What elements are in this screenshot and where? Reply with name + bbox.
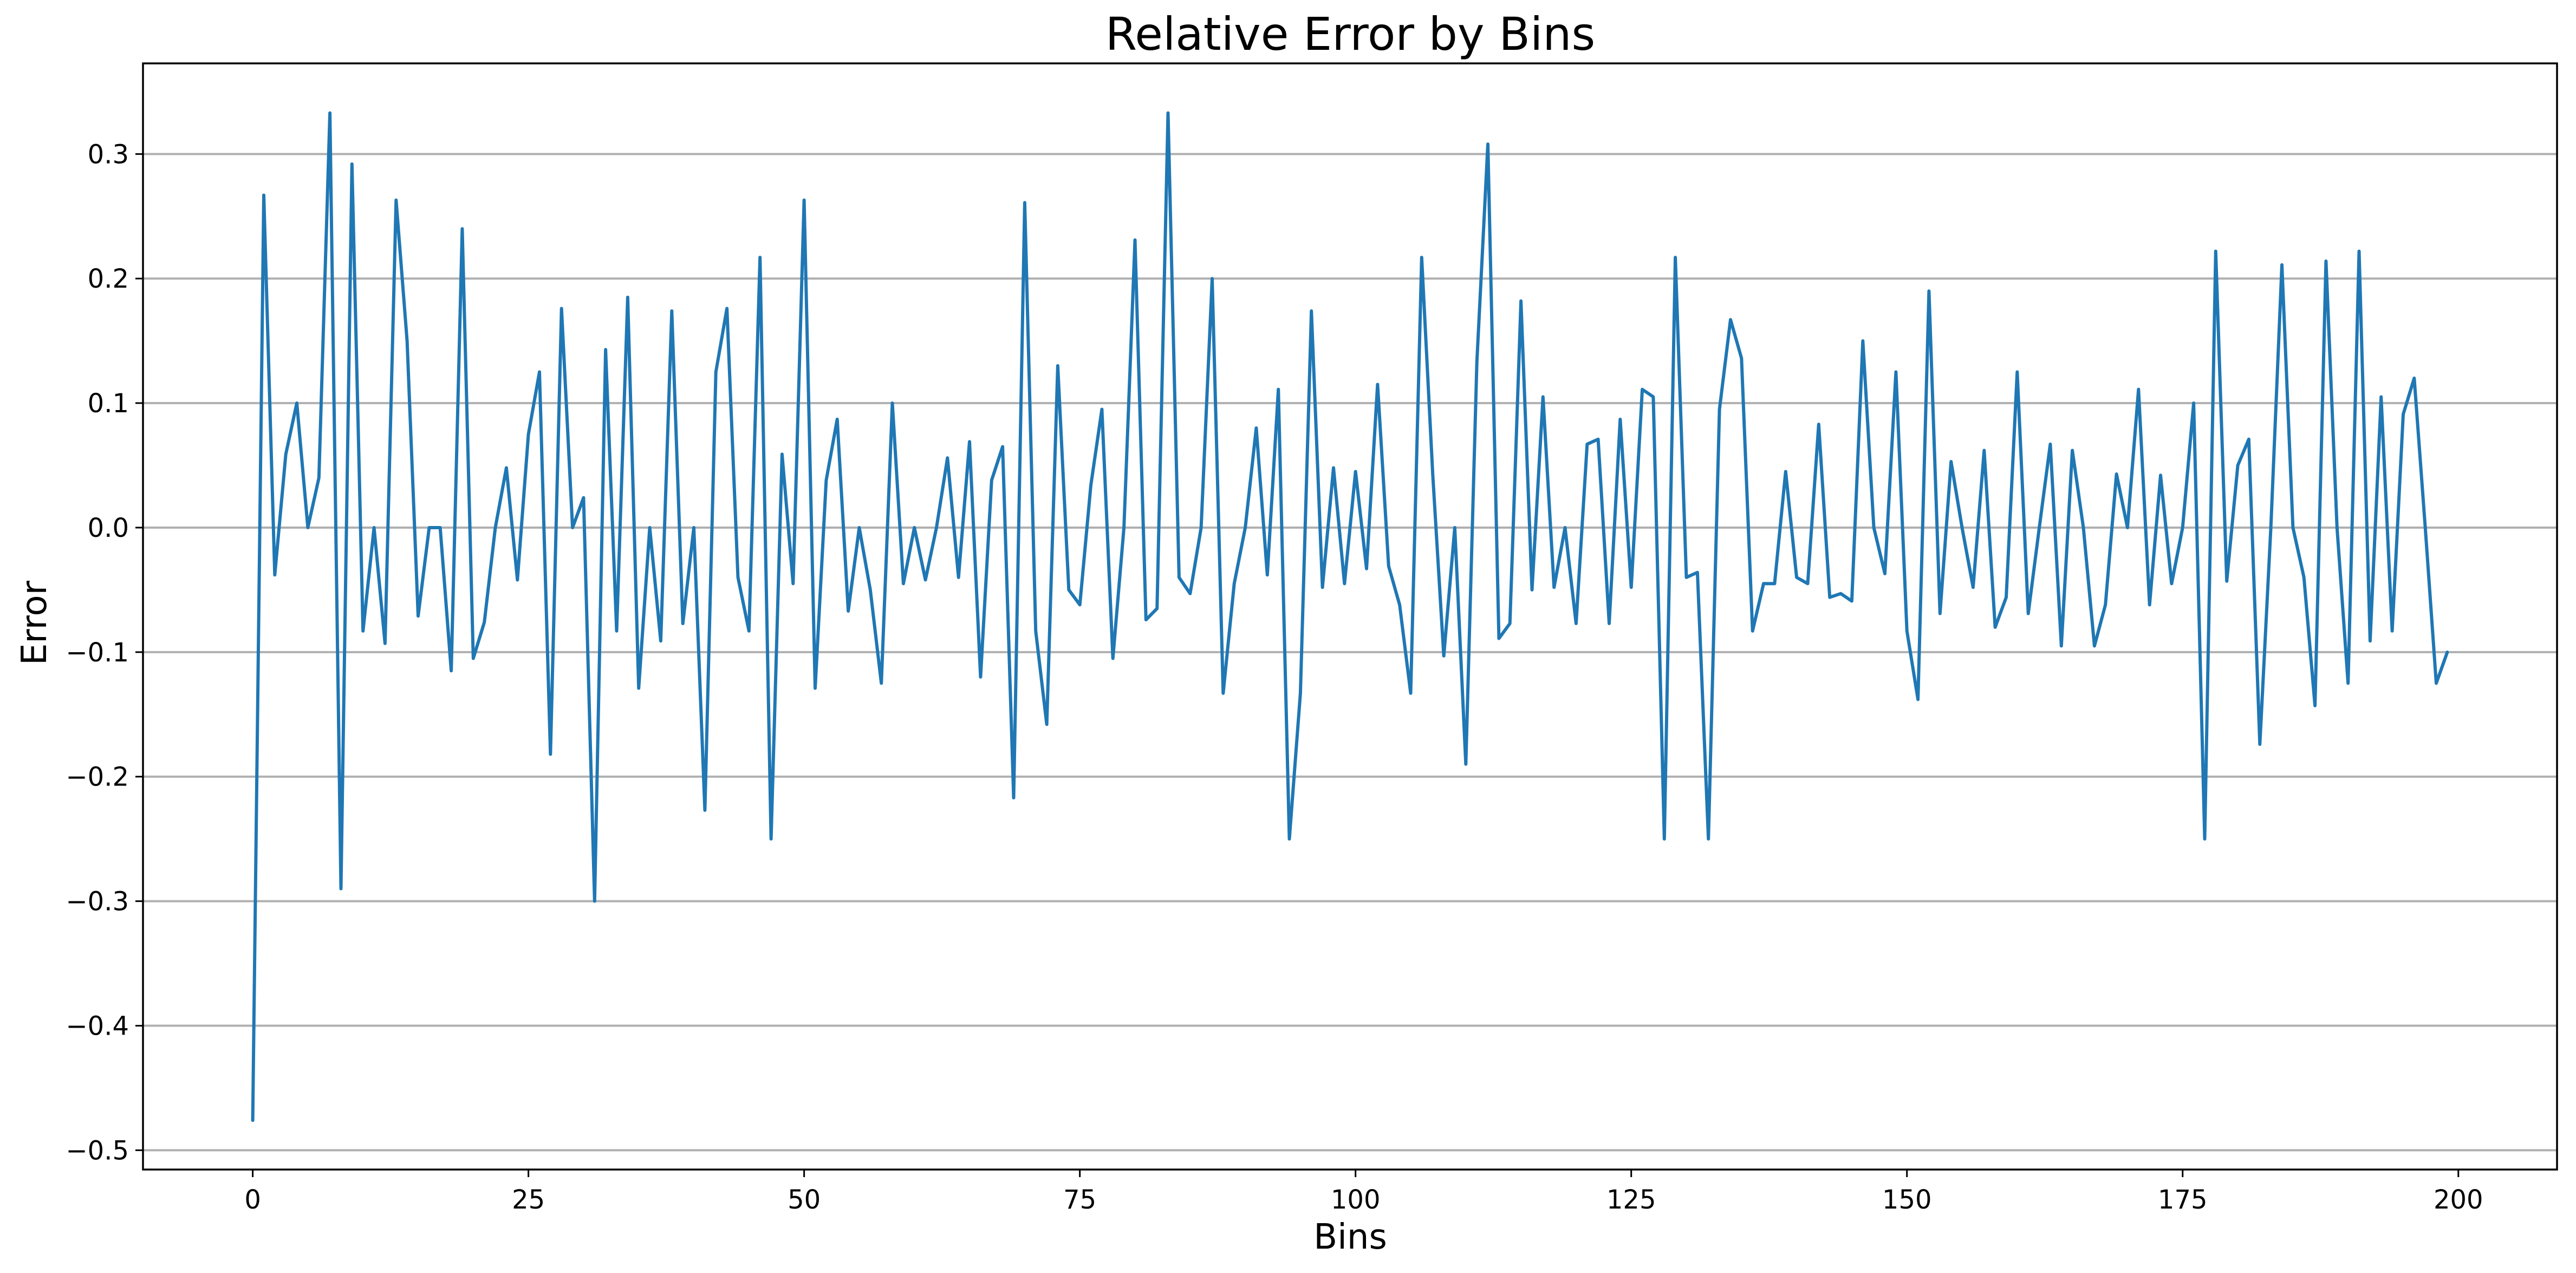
series-line xyxy=(251,111,2449,1122)
y-tick-label: 0.0 xyxy=(88,513,129,543)
y-axis-ticks: −0.5 −0.4 −0.3 −0.2 −0.1 0.0 0.1 0.2 0.3 xyxy=(66,139,143,1166)
y-tick-label: 0.3 xyxy=(88,139,129,170)
y-tick-label: 0.2 xyxy=(88,264,129,294)
x-tick-label: 25 xyxy=(512,1185,545,1215)
x-axis-ticks: 0 25 50 75 100 125 150 175 200 xyxy=(244,1170,2483,1215)
y-tick-label: −0.3 xyxy=(66,887,129,917)
y-tick-label: −0.5 xyxy=(66,1135,129,1166)
series-layer xyxy=(251,111,2449,1122)
plot-frame xyxy=(142,62,2558,1171)
x-tick-label: 100 xyxy=(1331,1185,1381,1215)
y-tick-label: −0.2 xyxy=(66,762,129,793)
x-tick-label: 125 xyxy=(1606,1185,1656,1215)
x-tick-label: 150 xyxy=(1882,1185,1932,1215)
x-tick-label: 175 xyxy=(2158,1185,2208,1215)
x-tick-label: 50 xyxy=(788,1185,821,1215)
y-tick-label: −0.4 xyxy=(66,1011,129,1041)
x-tick-label: 75 xyxy=(1063,1185,1096,1215)
y-tick-label: −0.1 xyxy=(66,638,129,668)
chart-title: Relative Error by Bins xyxy=(1105,8,1596,61)
y-axis-label: Error xyxy=(15,580,55,665)
y-tick-label: 0.1 xyxy=(88,388,129,419)
x-axis-label: Bins xyxy=(1313,1217,1387,1257)
x-tick-label: 0 xyxy=(244,1185,261,1215)
x-tick-label: 200 xyxy=(2434,1185,2483,1215)
grid-lines xyxy=(143,153,2557,1152)
